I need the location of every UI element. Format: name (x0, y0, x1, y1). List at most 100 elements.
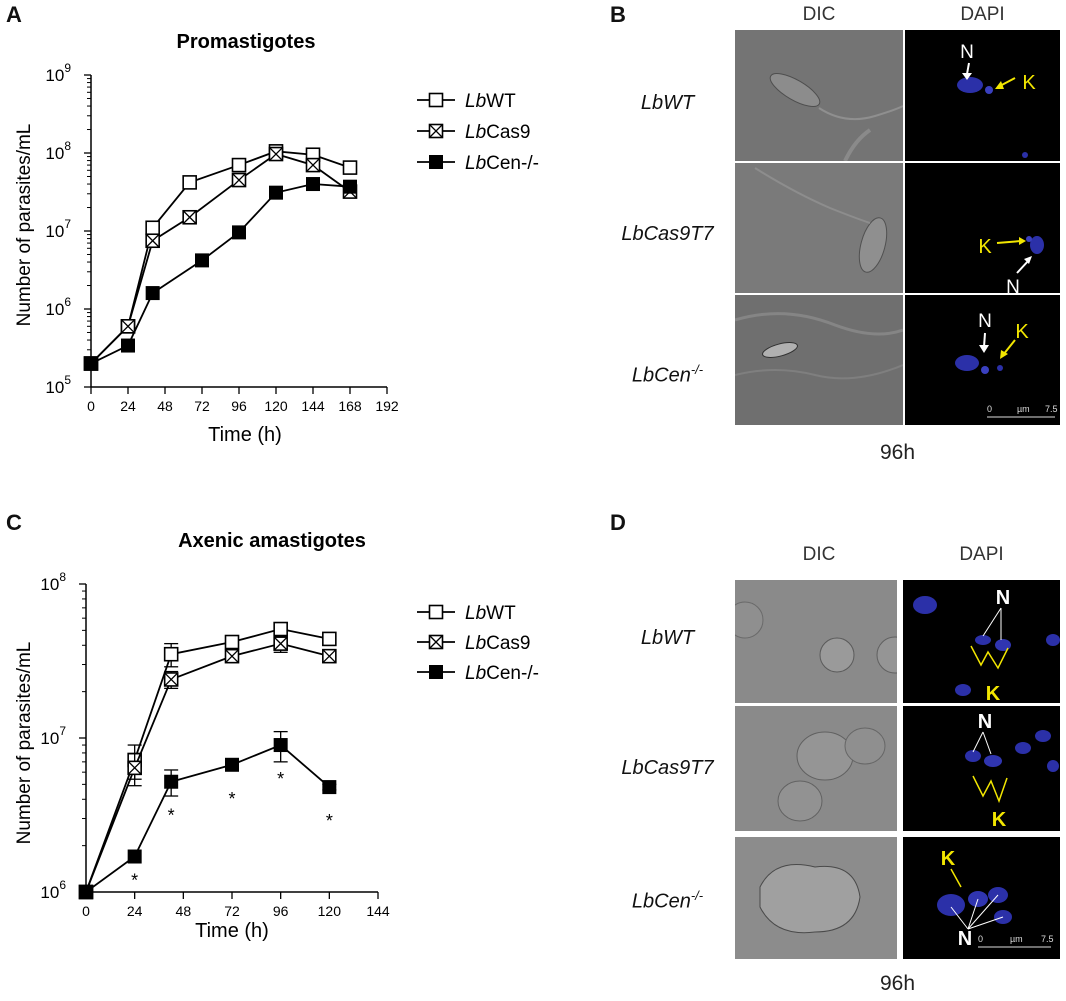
legend-label: LbWT (465, 603, 516, 624)
significance-star: * (168, 806, 175, 826)
significance-star: * (277, 769, 284, 789)
data-point (224, 648, 240, 664)
y-axis-label: Number of parasites/mL (14, 642, 35, 845)
data-point (322, 631, 337, 647)
data-point (269, 185, 283, 200)
x-axis-label: Time (h) (208, 424, 282, 446)
x-tick-label: 192 (375, 398, 399, 414)
data-point (273, 636, 288, 651)
kinetoplast-label: K (1015, 321, 1029, 343)
kinetoplast-label: K (992, 809, 1007, 831)
x-tick-label: 120 (318, 903, 342, 919)
data-point (428, 123, 444, 139)
nucleus-label: N (978, 311, 992, 332)
data-point (163, 646, 179, 662)
micrograph-dic-lbcas9t7 (735, 163, 903, 293)
kinetoplast-label: K (986, 683, 1001, 703)
y-tick-label: 108 (45, 139, 71, 163)
kinetoplast-label: K (1022, 72, 1036, 94)
x-tick-label: 168 (338, 398, 362, 414)
significance-star: * (228, 789, 235, 809)
data-point (322, 648, 337, 664)
data-point (429, 155, 443, 169)
data-point (322, 780, 337, 795)
row-label-lbwt: LbWT (640, 92, 695, 114)
x-tick-label: 48 (157, 398, 173, 414)
nucleus-label: N (958, 928, 972, 950)
data-point (127, 849, 142, 864)
data-point (164, 774, 179, 789)
column-header-dapi: DAPI (959, 544, 1004, 565)
series-line (85, 744, 330, 893)
legend-item: LbCas9 (417, 633, 531, 654)
micrograph-dapi-lbcas9t7: N K (903, 706, 1060, 831)
data-point (306, 177, 320, 192)
scale-bar-start: 0 (987, 404, 992, 414)
scale-bar-unit: µm (1010, 934, 1023, 944)
x-tick-label: 144 (301, 398, 325, 414)
series-line (85, 642, 330, 893)
data-point (145, 233, 160, 249)
time-label-b: 96h (879, 441, 916, 464)
nucleus-label: N (960, 42, 974, 63)
x-tick-label: 96 (231, 398, 247, 414)
data-point (273, 738, 288, 753)
micrograph-dapi-lbcas9t7: K N (905, 163, 1060, 293)
legend-item: LbCen-/- (417, 663, 539, 684)
scale-bar-unit: µm (1017, 404, 1030, 414)
row-label-lbcen: LbCen-/- (631, 888, 704, 913)
scale-bar-end: 7.5 (1041, 934, 1054, 944)
data-point (231, 157, 247, 173)
chart-title: Axenic amastigotes (178, 530, 366, 552)
time-label-d: 96h (879, 972, 916, 995)
x-tick-label: 0 (87, 398, 95, 414)
x-tick-label: 0 (82, 903, 90, 919)
legend-item: LbCas9 (417, 122, 531, 143)
data-point (79, 885, 93, 899)
x-tick-label: 72 (194, 398, 210, 414)
micrograph-dic-lbwt (735, 580, 897, 703)
legend-item: LbCen-/- (417, 153, 539, 174)
chart-title: Promastigotes (177, 31, 316, 53)
chart-promastigotes: Promastigotes Number of parasites/mL Tim… (14, 31, 539, 446)
row-label-lbcas9t7: LbCas9T7 (621, 223, 714, 245)
row-label-lbcen: LbCen-/- (631, 362, 704, 387)
micrograph-dapi-lbwt: N K (905, 30, 1060, 161)
data-point (145, 286, 160, 301)
significance-star: * (131, 871, 138, 891)
data-point (342, 160, 358, 175)
data-point (182, 209, 197, 225)
x-tick-label: 48 (176, 903, 192, 919)
x-tick-label: 120 (264, 398, 288, 414)
legend-label: LbCas9 (465, 633, 531, 654)
panel-letter-a: A (6, 2, 22, 27)
data-point (428, 604, 444, 620)
kinetoplast-label: K (978, 236, 992, 258)
y-tick-label: 106 (40, 878, 66, 902)
data-point (305, 157, 321, 173)
column-header-dapi: DAPI (960, 4, 1005, 25)
data-point (231, 172, 247, 188)
data-point (232, 225, 246, 240)
micrograph-dic-lbcen (735, 295, 903, 425)
column-header-dic: DIC (802, 4, 836, 25)
series-line (90, 183, 351, 365)
panel-letter-d: D (610, 510, 626, 535)
nucleus-label: N (1006, 277, 1020, 293)
data-point (428, 92, 444, 108)
legend-label: LbCen-/- (465, 153, 539, 174)
data-point (195, 253, 209, 268)
data-point (268, 146, 284, 162)
data-point (120, 319, 136, 334)
y-tick-label: 107 (40, 724, 66, 748)
chart-axenic-amastigotes: Axenic amastigotes Number of parasites/m… (14, 530, 539, 942)
legend-item: LbWT (417, 91, 516, 112)
row-label-lbcas9t7: LbCas9T7 (621, 757, 714, 779)
data-point (429, 665, 443, 679)
panel-letter-c: C (6, 510, 22, 535)
data-point (343, 179, 357, 194)
row-label-lbwt: LbWT (640, 627, 695, 649)
legend-item: LbWT (417, 603, 516, 624)
legend-label: LbWT (465, 91, 516, 112)
y-tick-label: 109 (45, 61, 71, 85)
